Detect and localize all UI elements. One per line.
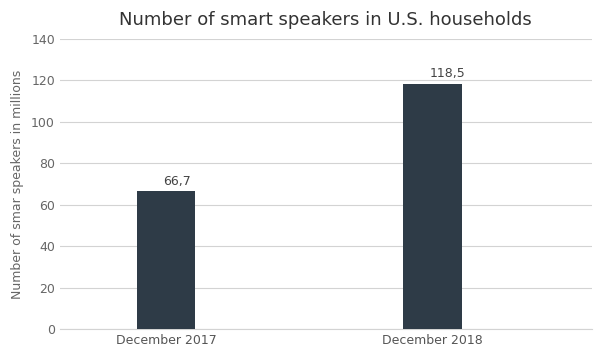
- Text: 66,7: 66,7: [163, 175, 191, 188]
- Text: 118,5: 118,5: [429, 67, 466, 81]
- Title: Number of smart speakers in U.S. households: Number of smart speakers in U.S. househo…: [119, 11, 532, 29]
- Y-axis label: Number of smar speakers in millions: Number of smar speakers in millions: [11, 69, 24, 299]
- Bar: [403, 83, 461, 329]
- Bar: [137, 191, 195, 329]
